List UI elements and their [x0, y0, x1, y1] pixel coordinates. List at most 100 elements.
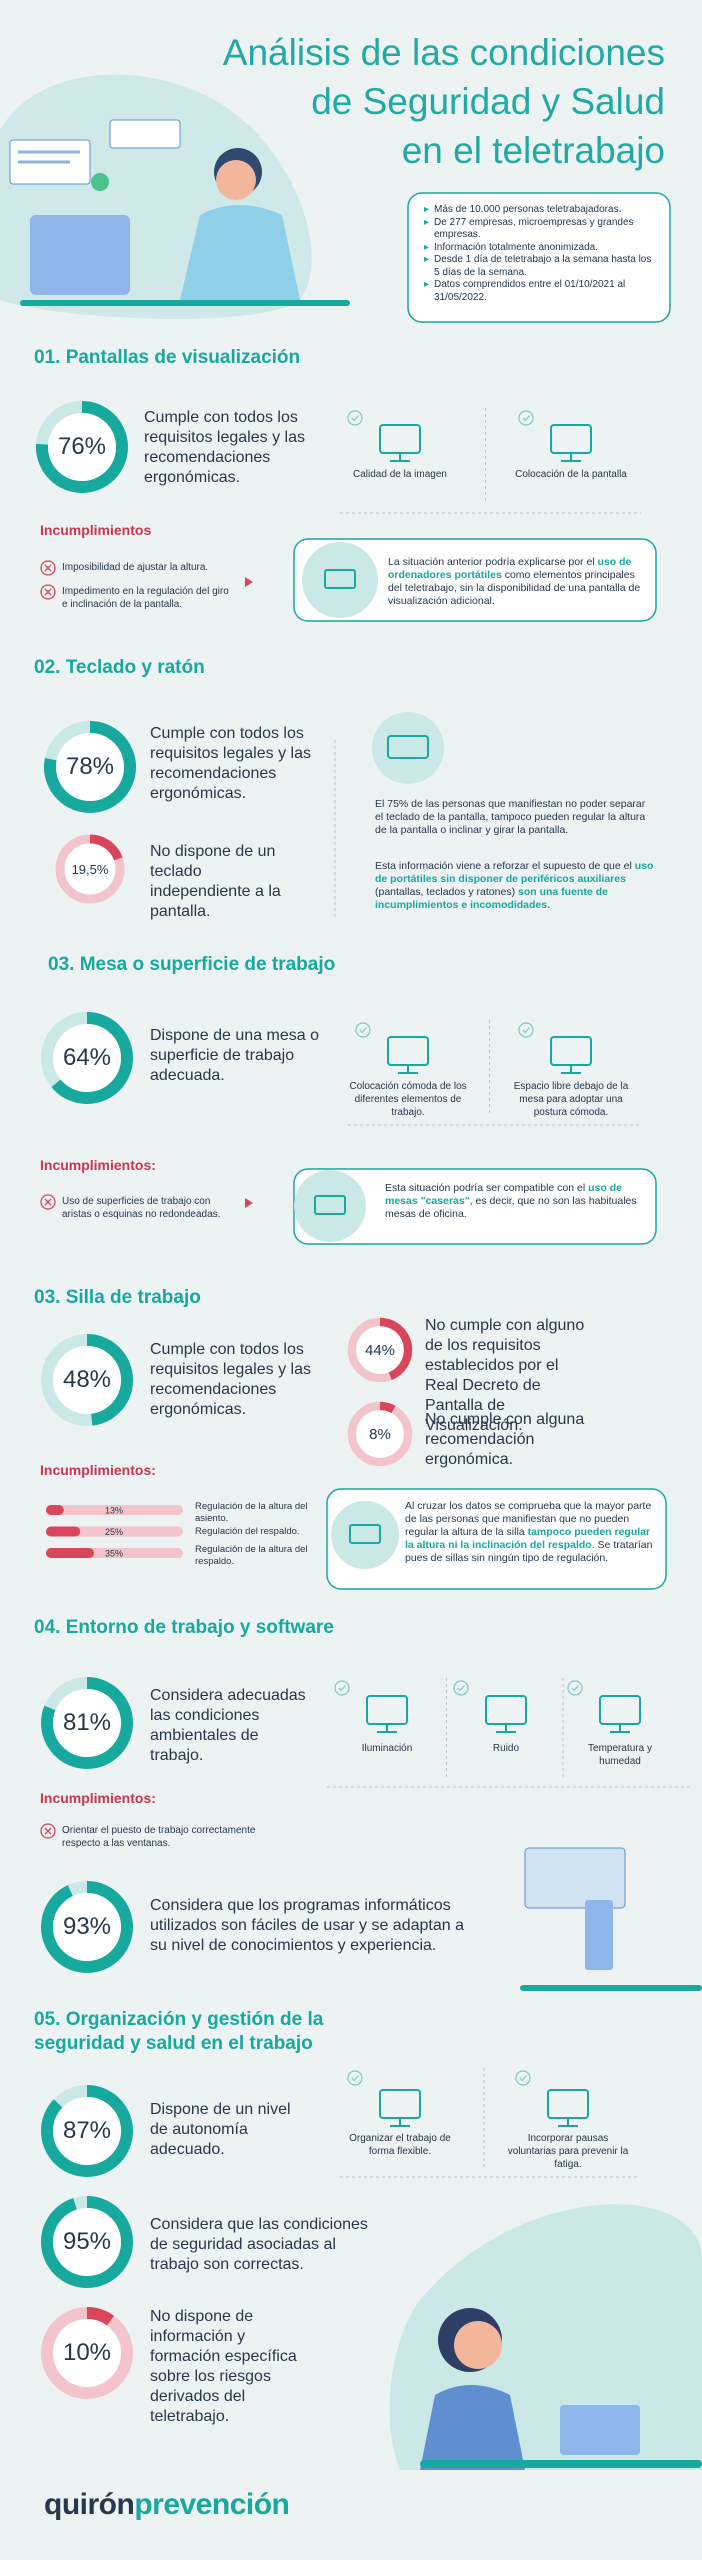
feature-label: Organizar el trabajo de forma flexible. — [349, 2133, 451, 2157]
note-part: uso de ordenadores portátiles — [388, 556, 632, 581]
feature-icon — [485, 1695, 527, 1725]
info-item: Desde 1 día de teletrabajo a la semana h… — [424, 254, 659, 279]
feature-label: Calidad de la imagen — [353, 469, 447, 480]
title-line: Análisis de las condiciones — [222, 32, 665, 73]
donut-arc — [41, 1677, 133, 1769]
note-part: uso de portátiles sin disponer de perifé… — [375, 860, 654, 885]
check-icon — [515, 2070, 531, 2086]
note-part: . Se tratarían pues de sillas sin ningún… — [405, 1539, 653, 1564]
stat-text: No cumple con alguna recomendación ergon… — [425, 1411, 585, 1468]
check-icon — [355, 1022, 371, 1038]
feature-label: Espacio libre debajo de la mesa para ado… — [513, 1081, 629, 1118]
bar-text: Regulación de la altura del asiento. — [195, 1501, 308, 1524]
x-mark — [44, 588, 52, 596]
keyboard-icon — [387, 735, 429, 759]
feature-label: Temperatura y humedad — [588, 1743, 652, 1767]
section-heading: 03. Silla de trabajo — [34, 1287, 201, 1308]
issues-title: Incumplimientos: — [40, 1790, 156, 1806]
note: Esta situación podría ser compatible con… — [385, 1182, 645, 1221]
issue: Orientar el puesto de trabajo correctame… — [62, 1825, 256, 1849]
check-mark — [457, 1685, 465, 1692]
desk-illustration — [520, 1985, 702, 1991]
info-item: Datos comprendidos entre el 01/10/2021 a… — [424, 279, 659, 304]
feature-icon — [366, 1695, 408, 1725]
donut-arc — [41, 2307, 133, 2399]
check-mark — [571, 1685, 579, 1692]
monitor — [30, 215, 130, 295]
donut-center — [356, 1410, 404, 1458]
donut-center — [53, 2208, 121, 2276]
note: Al cruzar los datos se comprueba que la … — [405, 1500, 655, 1565]
note: Esta información viene a reforzar el sup… — [375, 860, 655, 912]
note-icon-bg — [331, 1501, 399, 1569]
bar-label: 35% — [105, 1549, 123, 1559]
info-item: De 277 empresas, microempresas y grandes… — [424, 217, 659, 242]
donut-arc — [41, 2196, 133, 2288]
stat-text: Dispone de un nivel de autonomía adecuad… — [150, 2101, 291, 2158]
title-line: en el teletrabajo — [401, 130, 665, 171]
stat-text: No dispone de un teclado independiente a… — [150, 843, 281, 920]
note-icon-bg — [372, 712, 444, 784]
note-part: son una fuente de incumplimientos e inco… — [375, 886, 608, 911]
note: El 75% de las personas que manifiestan n… — [375, 798, 655, 837]
x-mark — [44, 1827, 52, 1835]
donut-label: 10% — [63, 2339, 111, 2366]
issue: Uso de superficies de trabajo con arista… — [62, 1196, 221, 1220]
woman-torso — [420, 2385, 525, 2470]
stat-text: Considera que los programas informáticos… — [150, 1897, 464, 1954]
note-part: El 75% de las personas que manifiestan n… — [375, 798, 646, 836]
note-icon-bg — [302, 542, 378, 618]
check-mark — [522, 1027, 530, 1034]
bar — [46, 1548, 94, 1558]
issues-title: Incumplimientos: — [40, 1157, 156, 1173]
section-heading: 02. Teclado y ratón — [34, 657, 205, 678]
donut-center — [53, 1893, 121, 1961]
feature-label: Colocación cómoda de los diferentes elem… — [349, 1081, 467, 1118]
screen-illustration — [524, 1847, 626, 1909]
desk — [20, 300, 350, 306]
feature-icon — [547, 2089, 589, 2119]
check-icon — [567, 1680, 583, 1696]
stat-text: Dispone de una mesa o superficie de trab… — [150, 1027, 319, 1084]
feature-icon — [379, 2089, 421, 2119]
feature-label: Colocación de la pantalla — [515, 469, 627, 480]
info-item: Más de 10.000 personas teletrabajadoras. — [424, 204, 659, 217]
check-mark — [351, 2075, 359, 2082]
note-box — [293, 538, 657, 622]
bar-label: 25% — [105, 1527, 123, 1537]
donut-label: 8% — [369, 1426, 391, 1443]
check-icon — [347, 410, 363, 426]
donut-label: 76% — [58, 433, 106, 460]
note-part: La situación anterior podría explicarse … — [388, 556, 598, 568]
donut-arc — [41, 1881, 133, 1973]
check-mark — [351, 415, 359, 422]
arrow — [245, 1198, 253, 1208]
donut-label: 48% — [63, 1366, 111, 1393]
x-icon — [40, 584, 56, 600]
bar — [46, 1505, 64, 1515]
bar — [46, 1526, 81, 1537]
donut-center — [48, 413, 116, 481]
torso — [180, 205, 300, 300]
donut-label: 95% — [63, 2228, 111, 2255]
note-part: Esta información viene a reforzar el sup… — [375, 860, 635, 872]
x-icon — [40, 1194, 56, 1210]
check-mark — [522, 415, 530, 422]
section-heading: 05. Organización y gestión de la segurid… — [34, 2009, 324, 2054]
logo-part: prevención — [134, 2488, 290, 2521]
section-heading: 03. Mesa o superficie de trabajo — [48, 954, 336, 975]
note: La situación anterior podría explicarse … — [388, 556, 643, 608]
issues-title: Incumplimientos — [40, 522, 152, 538]
bar-track — [46, 1505, 183, 1515]
check-mark — [359, 1027, 367, 1034]
donut-center — [53, 1346, 121, 1414]
stat-text: No cumple con alguno de los requisitos e… — [425, 1317, 585, 1434]
feature-icon — [550, 1036, 592, 1066]
donut-center — [64, 843, 116, 895]
check — [91, 173, 109, 191]
bar-label: 13% — [105, 1506, 123, 1516]
note-box — [293, 1168, 657, 1245]
title: Análisis de las condiciones de Seguridad … — [180, 28, 665, 175]
